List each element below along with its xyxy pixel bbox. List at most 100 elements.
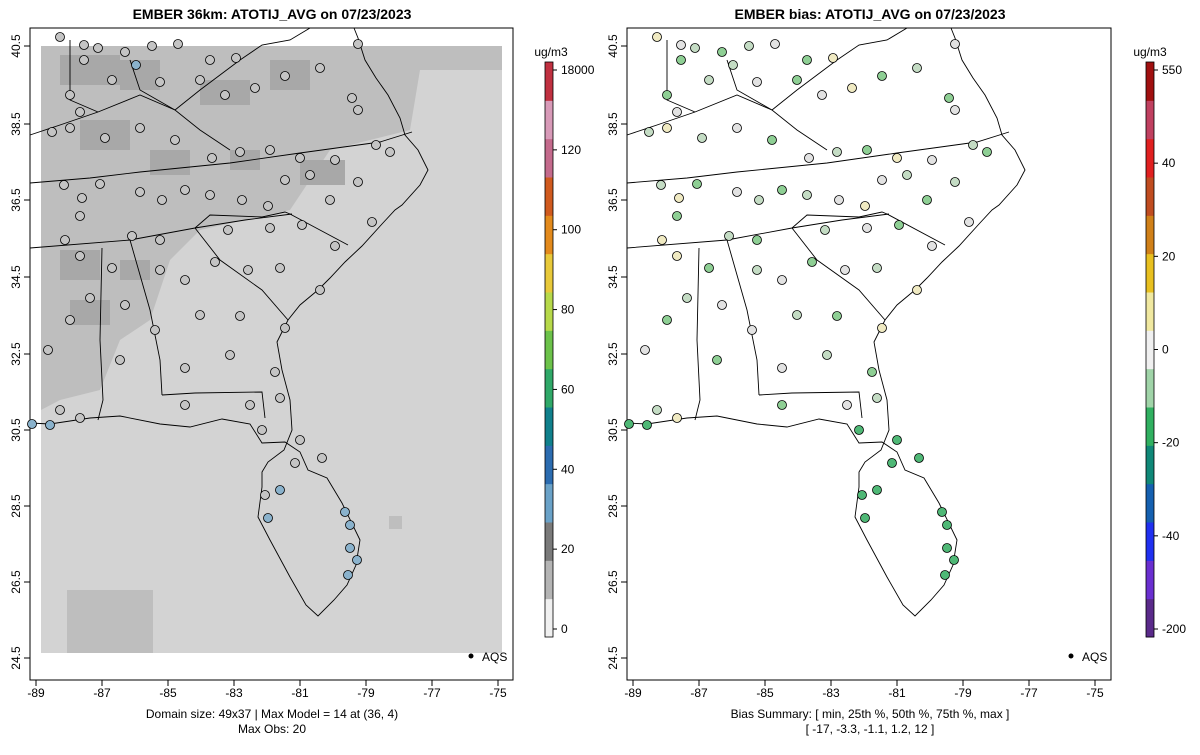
y-tick-label: 28.5 <box>606 494 620 518</box>
obs-site-marker <box>205 190 215 200</box>
colorbar-tick-label: 0 <box>1162 343 1169 357</box>
obs-site-marker <box>315 285 325 295</box>
bias-site-marker <box>912 285 922 295</box>
obs-site-marker <box>352 555 362 565</box>
ky-tn-border <box>626 131 1010 184</box>
bias-site-marker <box>657 235 667 245</box>
y-tick-label: 32.5 <box>606 342 620 366</box>
obs-site-marker <box>59 180 69 190</box>
model-cell <box>120 260 150 280</box>
bias-site-marker <box>804 153 814 163</box>
x-tick-label: -79 <box>954 686 972 700</box>
obs-site-marker <box>235 311 245 321</box>
obs-site-marker <box>280 323 290 333</box>
bias-site-marker <box>807 257 817 267</box>
ms-al-border <box>97 247 104 421</box>
colorbar-swatch <box>1146 138 1154 178</box>
x-tick-label: -81 <box>888 686 906 700</box>
y-tick-label: 38.5 <box>9 112 23 136</box>
bias-site-marker <box>642 420 652 430</box>
colorbar-swatch <box>1146 445 1154 485</box>
bias-site-marker <box>857 490 867 500</box>
y-tick-label: 36.5 <box>606 188 620 212</box>
colorbar-swatch <box>545 522 553 561</box>
obs-site-marker <box>55 32 65 42</box>
bias-site-marker <box>877 71 887 81</box>
obs-site-marker <box>347 93 357 103</box>
model-cell <box>230 150 260 170</box>
obs-site-marker <box>265 145 275 155</box>
wv-va-border <box>174 27 311 111</box>
x-tick-label: -87 <box>690 686 708 700</box>
obs-site-marker <box>243 265 253 275</box>
ky-north-border <box>626 94 828 151</box>
right-panel-title: EMBER bias: ATOTIJ_AVG on 07/23/2023 <box>734 6 1005 22</box>
obs-site-marker <box>295 435 305 445</box>
x-tick-label: -89 <box>624 686 642 700</box>
bias-site-marker <box>624 419 634 429</box>
obs-site-marker <box>367 217 377 227</box>
bias-site-marker <box>732 187 742 197</box>
obs-site-marker <box>263 513 273 523</box>
coastline <box>29 27 429 617</box>
obs-site-marker <box>155 77 165 87</box>
x-tick-label: -75 <box>489 686 507 700</box>
al-ga-border <box>726 239 760 396</box>
y-tick-label: 26.5 <box>9 570 23 594</box>
bias-site-marker <box>877 323 887 333</box>
obs-site-marker <box>195 75 205 85</box>
obs-site-marker <box>385 147 395 157</box>
model-cell <box>150 150 190 175</box>
x-tick-label: -87 <box>93 686 111 700</box>
y-tick-label: 34.5 <box>9 265 23 289</box>
obs-site-marker <box>107 263 117 273</box>
obs-site-marker <box>280 71 290 81</box>
colorbar-swatch <box>1146 330 1154 370</box>
obs-site-marker <box>127 231 137 241</box>
colorbar-swatch <box>1146 407 1154 446</box>
bias-site-marker <box>950 177 960 187</box>
ky-north-border <box>29 94 231 151</box>
obs-site-marker <box>170 135 180 145</box>
bias-site-marker <box>832 311 842 321</box>
bias-site-marker <box>944 93 954 103</box>
in-il-border <box>666 40 696 113</box>
bias-site-marker <box>872 485 882 495</box>
bias-site-marker <box>942 543 952 553</box>
right-y-axis: 40.5 38.5 36.5 34.5 32.5 30.5 28.5 26.5 24.5 <box>606 34 627 670</box>
bias-site-marker <box>672 211 682 221</box>
obs-site-marker <box>180 400 190 410</box>
bias-site-marker <box>940 570 950 580</box>
y-tick-label: 30.5 <box>606 418 620 442</box>
model-cell <box>389 516 402 529</box>
bias-site-marker <box>777 275 787 285</box>
bias-site-marker <box>828 53 838 63</box>
colorbar-swatch <box>1146 368 1154 408</box>
left-state-boundaries <box>29 27 429 617</box>
obs-site-marker <box>207 153 217 163</box>
obs-site-marker <box>100 133 110 143</box>
bias-site-marker <box>894 220 904 230</box>
wv-va-border <box>771 27 908 111</box>
bias-site-marker <box>712 355 722 365</box>
bias-site-marker <box>672 107 682 117</box>
bias-site-marker <box>682 293 692 303</box>
bias-site-marker <box>652 405 662 415</box>
colorbar-swatch <box>545 215 553 255</box>
obs-site-marker <box>345 543 355 553</box>
left-x-axis: -89 -87 -85 -83 -81 -79 -77 -75 <box>27 679 513 700</box>
bias-site-marker <box>644 127 654 137</box>
bias-site-marker <box>840 265 850 275</box>
colorbar-tick-label: 18000 <box>561 63 595 77</box>
colorbar-swatch <box>545 560 553 600</box>
model-grid <box>41 46 502 653</box>
colorbar-tick-label: 20 <box>561 542 575 556</box>
y-tick-label: 38.5 <box>606 112 620 136</box>
right-x-axis: -89 -87 -85 -83 -81 -79 -77 -75 <box>624 679 1111 700</box>
y-tick-label: 40.5 <box>606 34 620 58</box>
bias-site-marker <box>862 223 872 233</box>
bias-site-marker <box>732 123 742 133</box>
obs-site-marker <box>210 257 220 267</box>
bias-site-marker <box>752 265 762 275</box>
